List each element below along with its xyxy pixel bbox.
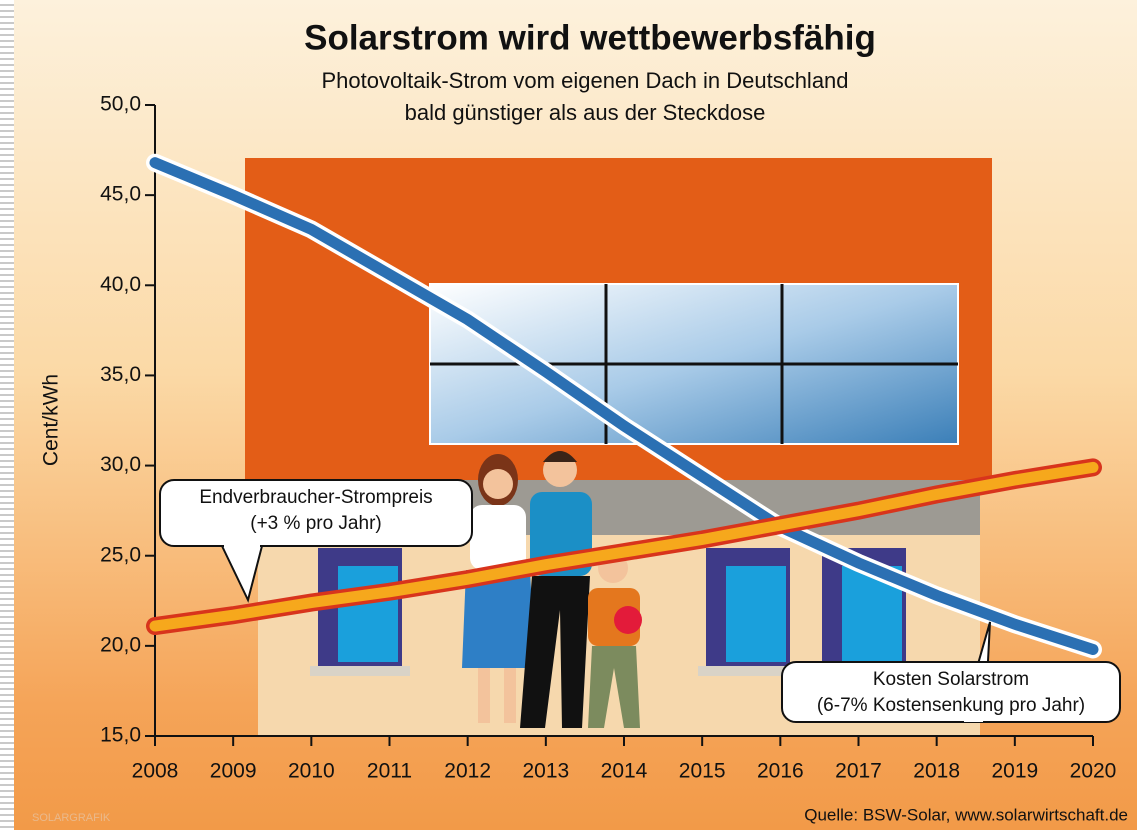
callout-box [221,545,263,603]
y-tick-label: 20,0 [100,633,141,656]
x-tick-label: 2010 [288,760,335,783]
source: Quelle: BSW-Solar, www.solarwirtschaft.d… [804,805,1128,824]
credit: SOLARGRAFIK [32,812,111,824]
x-tick-label: 2017 [835,760,882,783]
y-tick-label: 35,0 [100,363,141,386]
legend-note: (6-7% Kostensenkung pro Jahr) [817,695,1085,716]
y-tick-label: 40,0 [100,273,141,296]
subtitle: bald günstiger als aus der Steckdose [405,100,766,125]
y-tick-label: 50,0 [100,93,141,116]
series-line [149,157,1099,655]
callout-box [781,661,1121,723]
x-tick-label: 2016 [757,760,804,783]
x-tick-label: 2009 [210,760,257,783]
y-tick-label: 15,0 [100,724,141,747]
y-tick-label: 30,0 [100,453,141,476]
y-tick-label: 25,0 [100,543,141,566]
stripe [0,0,14,830]
y-axis-label: Cent/kWh [40,374,63,466]
chart-title: Solarstrom wird wettbewerbsfähig [304,18,876,57]
y-tick-label: 45,0 [100,183,141,206]
subtitle: Photovoltaik-Strom vom eigenen Dach in D… [321,68,848,93]
x-tick-label: 2008 [132,760,179,783]
x-tick-label: 2015 [679,760,726,783]
legend-label: Kosten Solarstrom [873,669,1029,690]
family [462,451,642,728]
x-tick-label: 2014 [601,760,648,783]
series-line [149,461,1099,632]
x-tick-label: 2020 [1070,760,1117,783]
x-tick-label: 2018 [913,760,960,783]
x-tick-label: 2019 [991,760,1038,783]
callout-box [159,479,473,547]
x-tick-label: 2011 [367,760,412,783]
x-tick-label: 2013 [522,760,569,783]
legend-label: Endverbraucher-Strompreis [199,487,432,508]
x-tick-label: 2012 [444,760,491,783]
legend-note: (+3 % pro Jahr) [250,513,381,534]
